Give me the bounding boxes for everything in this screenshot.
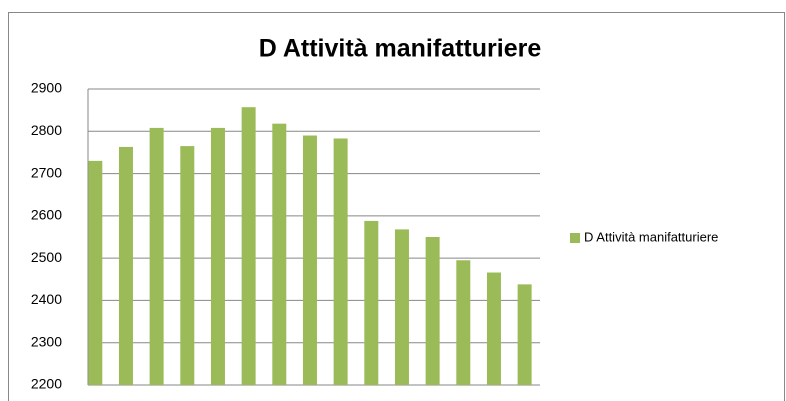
chart-title: D Attività manifatturiere <box>259 35 542 63</box>
bar <box>241 107 256 385</box>
y-tick-label: 2200 <box>31 376 62 392</box>
bar <box>302 135 317 385</box>
y-tick-label: 2900 <box>31 80 62 96</box>
bar <box>149 127 164 385</box>
y-tick-label: 2400 <box>31 291 62 307</box>
bar <box>118 146 133 385</box>
bar <box>486 272 501 385</box>
legend-swatch <box>570 233 580 243</box>
bar <box>180 146 195 385</box>
bar <box>364 220 379 385</box>
y-tick-label: 2300 <box>31 333 62 349</box>
bar <box>272 123 287 385</box>
bar <box>88 160 103 385</box>
y-tick-label: 2500 <box>31 249 62 265</box>
bar <box>210 127 225 385</box>
y-tick-label: 2800 <box>31 122 62 138</box>
bar <box>517 284 532 385</box>
legend-label: D Attività manifatturiere <box>584 229 718 244</box>
bar <box>425 237 440 385</box>
y-tick-label: 2600 <box>31 207 62 223</box>
bar <box>333 138 348 385</box>
y-tick-label: 2700 <box>31 164 62 180</box>
bar <box>456 260 471 385</box>
bar <box>394 229 409 385</box>
